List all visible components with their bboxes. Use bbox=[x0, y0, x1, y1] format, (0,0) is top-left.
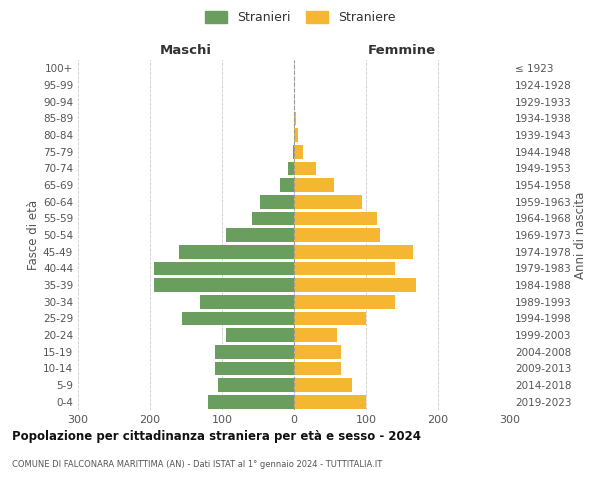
Bar bbox=[293, 145, 294, 158]
Bar bbox=[294, 362, 341, 375]
Text: COMUNE DI FALCONARA MARITTIMA (AN) - Dati ISTAT al 1° gennaio 2024 - TUTTITALIA.: COMUNE DI FALCONARA MARITTIMA (AN) - Dat… bbox=[12, 460, 382, 469]
Bar bbox=[182, 312, 294, 325]
Bar bbox=[294, 262, 395, 275]
Bar bbox=[260, 195, 294, 208]
Bar bbox=[218, 378, 294, 392]
Bar bbox=[179, 245, 294, 258]
Bar bbox=[294, 295, 395, 308]
Text: Popolazione per cittadinanza straniera per età e sesso - 2024: Popolazione per cittadinanza straniera p… bbox=[12, 430, 421, 443]
Bar bbox=[294, 378, 352, 392]
Bar bbox=[226, 328, 294, 342]
Bar bbox=[288, 162, 294, 175]
Bar bbox=[294, 312, 366, 325]
Bar bbox=[280, 178, 294, 192]
Bar bbox=[294, 178, 334, 192]
Y-axis label: Anni di nascita: Anni di nascita bbox=[574, 192, 587, 278]
Text: Femmine: Femmine bbox=[368, 44, 436, 57]
Bar bbox=[294, 345, 341, 358]
Bar bbox=[294, 228, 380, 242]
Bar bbox=[208, 395, 294, 408]
Bar bbox=[215, 345, 294, 358]
Bar bbox=[154, 262, 294, 275]
Bar bbox=[294, 195, 362, 208]
Legend: Stranieri, Straniere: Stranieri, Straniere bbox=[205, 11, 395, 24]
Bar bbox=[226, 228, 294, 242]
Bar bbox=[294, 278, 416, 292]
Bar bbox=[215, 362, 294, 375]
Bar bbox=[294, 145, 302, 158]
Bar bbox=[252, 212, 294, 225]
Bar bbox=[294, 128, 298, 142]
Bar bbox=[294, 395, 366, 408]
Bar bbox=[294, 112, 296, 125]
Bar bbox=[154, 278, 294, 292]
Bar bbox=[294, 245, 413, 258]
Bar bbox=[200, 295, 294, 308]
Bar bbox=[294, 162, 316, 175]
Text: Maschi: Maschi bbox=[160, 44, 212, 57]
Y-axis label: Fasce di età: Fasce di età bbox=[27, 200, 40, 270]
Bar bbox=[294, 212, 377, 225]
Bar bbox=[294, 328, 337, 342]
